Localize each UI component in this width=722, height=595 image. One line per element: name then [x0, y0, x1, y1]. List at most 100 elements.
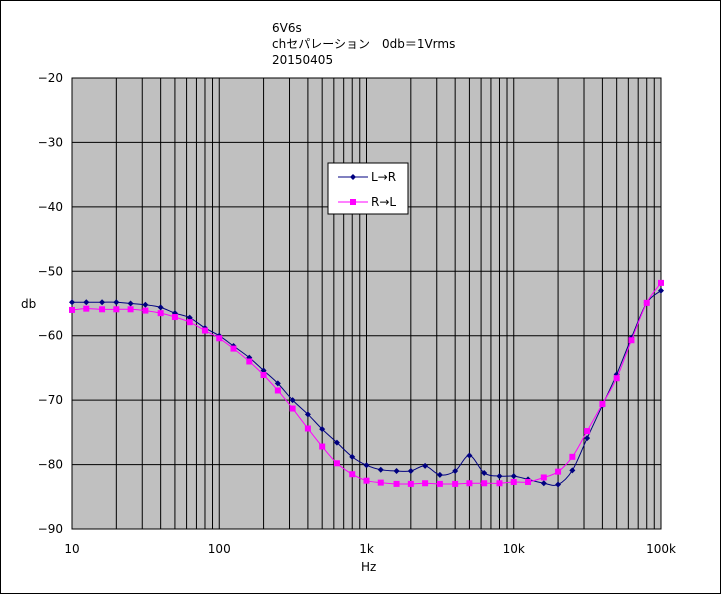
y-tick-label: −90 [38, 522, 63, 536]
data-point-r-to-l [274, 387, 281, 394]
chart-title: 6V6s chセパレーション 0db＝1Vrms 20150405 [272, 21, 455, 67]
data-point-l-to-r [569, 467, 576, 474]
data-point-r-to-l [628, 337, 635, 344]
data-point-r-to-l [201, 327, 208, 334]
x-tick-label: 1k [359, 542, 374, 556]
data-point-r-to-l [643, 299, 650, 306]
data-point-l-to-r [496, 473, 503, 480]
data-point-r-to-l [540, 474, 547, 481]
data-point-l-to-r [319, 426, 326, 433]
data-point-r-to-l [510, 478, 517, 485]
data-point-l-to-r [540, 480, 547, 487]
data-point-l-to-r [274, 380, 281, 387]
data-point-r-to-l [319, 443, 326, 450]
data-point-r-to-l [452, 480, 459, 487]
data-point-r-to-l [230, 345, 237, 352]
legend-label-r-to-l: R→L [371, 195, 396, 209]
y-tick-label: −60 [38, 329, 63, 343]
y-tick-label: −50 [38, 264, 63, 278]
data-point-r-to-l [142, 307, 149, 314]
legend-marker-l-to-r [350, 174, 356, 180]
y-tick-labels: −20 −30 −40 −50 −60 −70 −80 −90 [38, 71, 63, 536]
y-tick-label: −30 [38, 135, 63, 149]
series-l-to-r [69, 287, 664, 488]
title-line-1: 6V6s [272, 21, 302, 35]
grid-lines [71, 77, 662, 530]
data-point-l-to-r [127, 300, 134, 307]
data-point-l-to-r [260, 367, 267, 374]
x-tick-labels: 10 100 1k 10k 100k [64, 542, 676, 556]
data-point-l-to-r [186, 314, 193, 321]
data-point-r-to-l [99, 306, 106, 313]
legend-label-l-to-r: L→R [371, 170, 396, 184]
data-point-l-to-r [452, 468, 459, 475]
y-tick-label: −80 [38, 458, 63, 472]
data-point-l-to-r [113, 299, 120, 306]
data-point-l-to-r [69, 299, 75, 306]
series-layer [69, 279, 664, 488]
data-point-r-to-l [584, 428, 591, 435]
data-point-r-to-l [613, 375, 620, 382]
data-point-r-to-l [481, 480, 488, 487]
data-point-r-to-l [436, 480, 443, 487]
data-point-r-to-l [555, 468, 562, 475]
data-point-r-to-l [260, 372, 267, 379]
data-point-l-to-r [99, 299, 106, 306]
data-point-l-to-r [481, 469, 488, 476]
y-tick-label: −70 [38, 393, 63, 407]
data-point-r-to-l [157, 310, 164, 317]
data-point-l-to-r [83, 299, 90, 306]
data-point-r-to-l [422, 480, 429, 487]
data-point-l-to-r [393, 468, 400, 475]
data-point-r-to-l [599, 401, 606, 408]
x-tick-label: 10k [503, 542, 525, 556]
data-point-r-to-l [113, 306, 120, 313]
data-point-l-to-r [422, 462, 429, 469]
data-point-r-to-l [69, 306, 75, 313]
legend-marker-r-to-l [350, 199, 356, 205]
legend: L→R R→L [327, 162, 409, 215]
data-point-l-to-r [363, 462, 370, 469]
data-point-r-to-l [363, 477, 370, 484]
x-tick-label: 100k [646, 542, 676, 556]
data-point-r-to-l [171, 314, 178, 321]
x-axis-label: Hz [361, 560, 376, 574]
data-point-l-to-r [289, 397, 296, 404]
series-r-to-l [69, 279, 664, 487]
data-point-r-to-l [127, 306, 134, 313]
data-point-l-to-r [510, 473, 517, 480]
y-tick-label: −40 [38, 200, 63, 214]
x-tick-label: 10 [64, 542, 79, 556]
data-point-r-to-l [658, 279, 664, 286]
data-point-l-to-r [349, 453, 356, 460]
x-tick-label: 100 [208, 542, 231, 556]
data-point-r-to-l [349, 471, 356, 478]
data-point-r-to-l [407, 480, 414, 487]
data-point-r-to-l [496, 480, 503, 487]
data-point-r-to-l [246, 358, 253, 365]
data-point-l-to-r [304, 411, 311, 418]
data-point-l-to-r [157, 304, 164, 311]
data-point-l-to-r [584, 435, 591, 442]
title-line-3: 20150405 [272, 53, 333, 67]
legend-box [327, 162, 409, 215]
data-point-r-to-l [216, 335, 223, 342]
data-point-r-to-l [569, 453, 576, 460]
data-point-l-to-r [377, 466, 384, 473]
data-point-r-to-l [393, 480, 400, 487]
data-point-l-to-r [333, 439, 340, 446]
data-point-r-to-l [289, 405, 296, 412]
data-point-l-to-r [436, 471, 443, 478]
data-point-r-to-l [466, 480, 473, 487]
data-point-l-to-r [658, 287, 664, 294]
data-point-r-to-l [333, 460, 340, 467]
data-point-r-to-l [186, 319, 193, 326]
data-point-l-to-r [466, 452, 473, 459]
data-point-l-to-r [407, 468, 414, 475]
data-point-r-to-l [304, 425, 311, 432]
data-point-l-to-r [142, 301, 149, 308]
data-point-r-to-l [377, 479, 384, 486]
data-point-l-to-r [555, 481, 562, 488]
